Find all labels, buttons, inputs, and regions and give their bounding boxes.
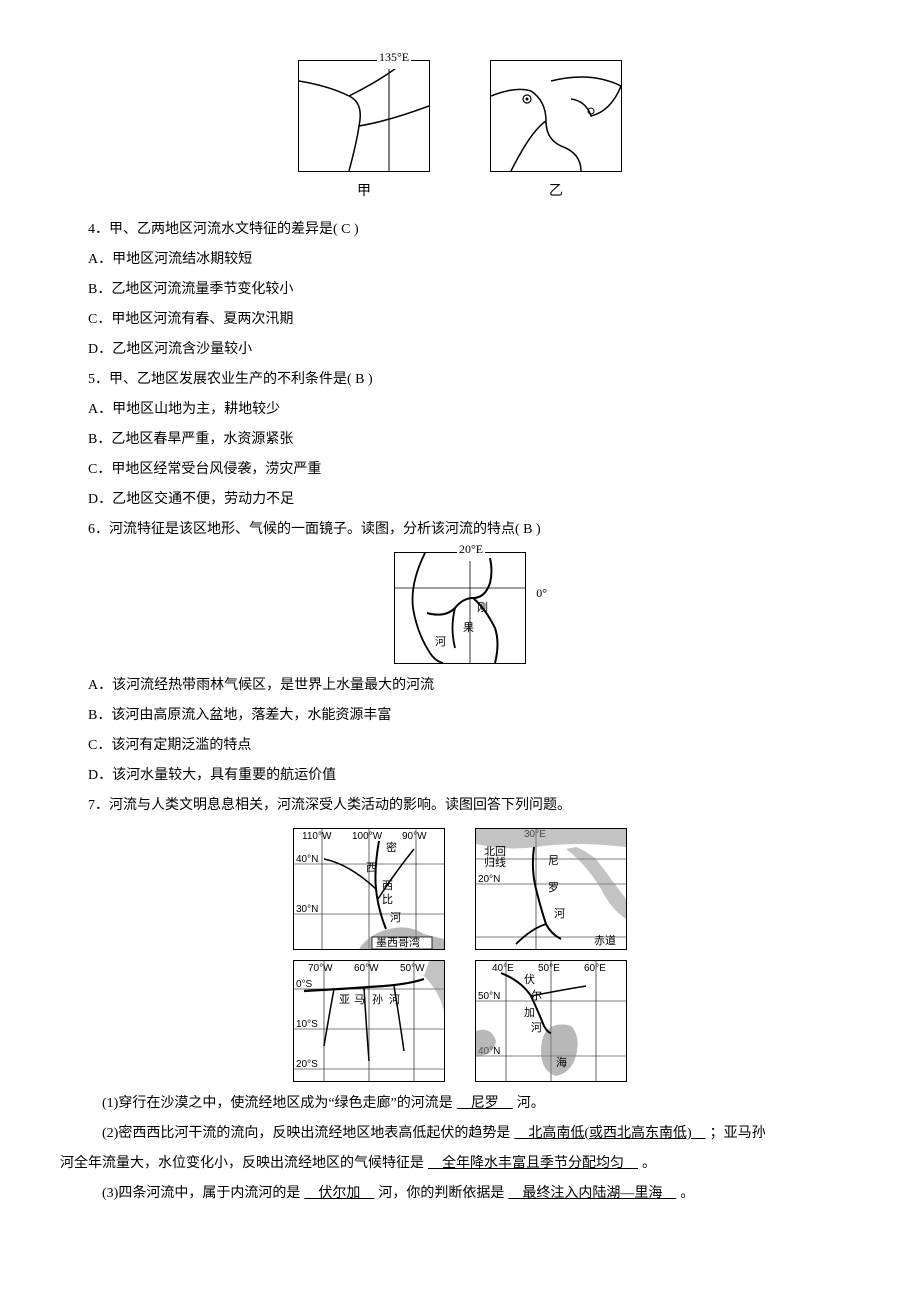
map-yi-frame [490,60,622,172]
svg-text:河: 河 [531,1021,542,1034]
q7-p3-ans2: 最终注入内陆湖—里海 [504,1186,680,1201]
svg-text:河: 河 [389,993,400,1006]
map-yi-caption: 乙 [549,178,563,206]
q5-B: B．乙地区春旱严重，水资源紧张 [60,426,860,454]
q7-p3-post: 。 [680,1186,694,1201]
svg-text:50°N: 50°N [478,991,500,1002]
q6-map-svg: 刚 果 河 [395,553,525,663]
map-jia-caption: 甲 [357,178,371,206]
q6-longitude: 20°E [457,537,485,561]
figure-jia-yi: 135°E 甲 乙 [60,60,860,206]
svg-text:归线: 归线 [484,855,506,869]
q7-p1-pre: (1)穿行在沙漠之中，使流经地区成为“绿色走廊”的河流是 [102,1096,453,1111]
q7-map-amazon: 70°W 60°W 50°W 0°S 10°S 20°S 亚 马 孙 河 [293,960,445,1082]
svg-text:密: 密 [386,840,397,854]
q7-p1: (1)穿行在沙漠之中，使流经地区成为“绿色走廊”的河流是 尼罗 河。 [60,1090,860,1118]
svg-text:西: 西 [366,862,377,874]
svg-text:20°S: 20°S [296,1059,318,1070]
q7-p2-line2: 河全年流量大，水位变化小，反映出流经地区的气候特征是 全年降水丰富且季节分配均匀… [60,1150,860,1178]
q5-C: C．甲地区经常受台风侵袭，涝灾严重 [60,456,860,484]
svg-text:比: 比 [382,893,393,906]
map-yi-svg [491,61,621,171]
map-jia-svg [299,61,429,171]
svg-text:罗: 罗 [548,881,559,894]
svg-text:50°E: 50°E [538,963,560,974]
svg-text:10°S: 10°S [296,1019,318,1030]
q5-D: D．乙地区交通不便，劳动力不足 [60,486,860,514]
q6-label-he: 河 [435,635,446,648]
svg-text:40°E: 40°E [492,963,514,974]
svg-text:40°N: 40°N [296,854,318,865]
q7-p1-post: 河。 [517,1096,545,1111]
map-jia-frame: 135°E [298,60,430,172]
q4-A: A．甲地区河流结冰期较短 [60,246,860,274]
svg-text:90°W: 90°W [402,831,427,842]
svg-text:20°N: 20°N [478,874,500,885]
svg-text:110°W: 110°W [302,831,332,842]
map-yi-box: 乙 [490,60,622,206]
svg-text:尼: 尼 [548,854,559,867]
q7-p1-ans: 尼罗 [453,1096,517,1111]
svg-text:60°E: 60°E [584,963,606,974]
q4-stem: 4．甲、乙两地区河流水文特征的差异是( C ) [60,216,860,244]
q7-map-nile: 30°E 20°N 北回 归线 尼 罗 河 赤道 [475,828,627,950]
svg-text:30°N: 30°N [296,904,318,915]
svg-text:河: 河 [554,907,565,920]
q4-B: B．乙地区河流流量季节变化较小 [60,276,860,304]
q4-C: C．甲地区河流有春、夏两次汛期 [60,306,860,334]
svg-text:100°W: 100°W [352,831,383,842]
q7-p2-line1: (2)密西西比河干流的流向，反映出流经地区地表高低起伏的趋势是 北高南低(或西北… [60,1120,860,1148]
q7-p2-pre: (2)密西西比河干流的流向，反映出流经地区地表高低起伏的趋势是 [102,1126,510,1141]
q6-figure: 20°E 0° 刚 果 河 [60,552,860,664]
q7-p2-line2-pre: 河全年流量大，水位变化小，反映出流经地区的气候特征是 [60,1156,424,1171]
q5-A: A．甲地区山地为主，耕地较少 [60,396,860,424]
svg-text:墨西哥湾: 墨西哥湾 [376,935,420,949]
q7-p3-ans1: 伏尔加 [300,1186,378,1201]
q7-p2-mid: ；亚马孙 [710,1126,766,1141]
q7-p2-post: 。 [642,1156,656,1171]
q5-stem: 5．甲、乙地区发展农业生产的不利条件是( B ) [60,366,860,394]
svg-text:70°W: 70°W [308,963,333,974]
q6-map-frame: 20°E 0° 刚 果 河 [394,552,526,664]
svg-text:亚: 亚 [339,994,350,1006]
q6-C: C．该河有定期泛滥的特点 [60,732,860,760]
svg-text:50°W: 50°W [400,963,425,974]
q6-label-gang: 刚 [477,601,488,614]
map-jia-longitude: 135°E [377,45,411,69]
q7-map-volga: 40°E 50°E 60°E 50°N 40°N 伏 尔 加 河 海 [475,960,627,1082]
svg-text:孙: 孙 [372,993,383,1006]
q4-D: D．乙地区河流含沙量较小 [60,336,860,364]
q7-p2-ans1: 北高南低(或西北高东南低) [510,1126,709,1141]
q7-p3: (3)四条河流中，属于内流河的是 伏尔加 河，你的判断依据是 最终注入内陆湖—里… [60,1180,860,1208]
svg-text:河: 河 [390,911,401,924]
q6-B: B．该河由高原流入盆地，落差大，水能资源丰富 [60,702,860,730]
map-jia-box: 135°E 甲 [298,60,430,206]
svg-text:尔: 尔 [531,989,542,1002]
svg-text:马: 马 [354,993,365,1006]
svg-text:海: 海 [556,1055,567,1069]
q6-latitude: 0° [534,581,549,605]
svg-text:伏: 伏 [524,972,535,986]
svg-text:0°S: 0°S [296,979,313,990]
q6-label-guo: 果 [463,621,474,634]
q7-maps-grid: 110°W 100°W 90°W 40°N 30°N 密 西 西 比 河 墨西哥… [60,828,860,1082]
q7-map-mississippi: 110°W 100°W 90°W 40°N 30°N 密 西 西 比 河 墨西哥… [293,828,445,950]
q7-stem: 7．河流与人类文明息息相关，河流深受人类活动的影响。读图回答下列问题。 [60,792,860,820]
svg-text:赤道: 赤道 [594,933,616,947]
svg-text:加: 加 [524,1006,535,1019]
svg-text:60°W: 60°W [354,963,379,974]
q7-p2-ans2: 全年降水丰富且季节分配均匀 [424,1156,642,1171]
q7-p3-pre: (3)四条河流中，属于内流河的是 [102,1186,300,1201]
q7-p3-mid: 河，你的判断依据是 [378,1186,504,1201]
svg-text:西: 西 [382,880,393,892]
q6-D: D．该河水量较大，具有重要的航运价值 [60,762,860,790]
q6-A: A．该河流经热带雨林气候区，是世界上水量最大的河流 [60,672,860,700]
